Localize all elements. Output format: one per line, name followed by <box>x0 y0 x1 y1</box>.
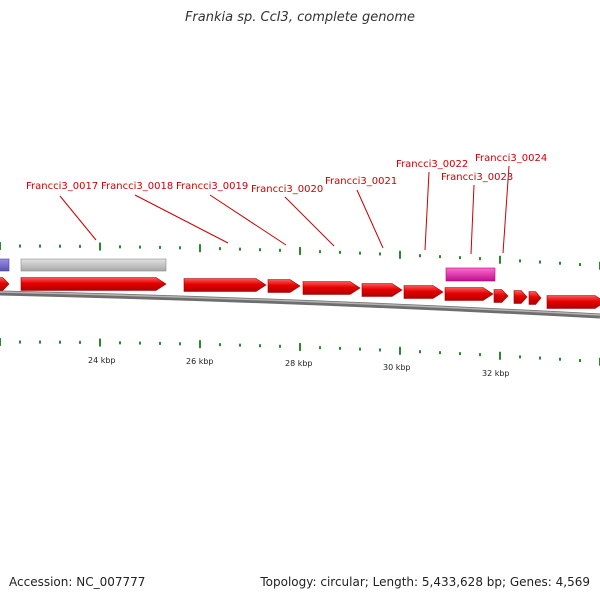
leader-line-0020 <box>284 196 335 247</box>
scale-label-30kbp: 30 kbp <box>383 363 411 372</box>
gene-arrow-7 <box>403 285 444 299</box>
misc-feature-block <box>0 258 10 272</box>
gene-arrow-11 <box>528 291 542 305</box>
gene-label-francci3-0022: Francci3_0022 <box>396 159 468 170</box>
genome-stats-label: Topology: circular; Length: 5,433,628 bp… <box>260 575 590 589</box>
genome-backbone <box>0 290 600 319</box>
scale-label-32kbp: 32 kbp <box>482 369 510 378</box>
leader-line-0021 <box>356 189 384 249</box>
gene-arrow-5 <box>302 281 361 295</box>
leader-line-0019 <box>209 194 287 246</box>
scale-label-24kbp: 24 kbp <box>88 356 116 365</box>
leader-line-0018 <box>134 194 229 244</box>
leader-line-0023 <box>470 184 475 255</box>
gene-arrow-4 <box>267 279 301 293</box>
leader-line-0017 <box>59 195 97 241</box>
gene-arrow-2 <box>20 277 167 291</box>
gene-arrow-8 <box>444 287 494 301</box>
gene-label-francci3-0024: Francci3_0024 <box>475 153 547 164</box>
gene-label-francci3-0023: Francci3_0023 <box>441 172 513 183</box>
gene-arrow-1 <box>0 277 10 291</box>
gene-label-francci3-0019: Francci3_0019 <box>176 181 248 192</box>
genome-backbone-highlight <box>0 291 600 316</box>
scale-label-26kbp: 26 kbp <box>186 357 214 366</box>
scale-label-28kbp: 28 kbp <box>285 359 313 368</box>
gene-arrow-3 <box>183 278 267 292</box>
gene-arrow-12 <box>546 295 600 309</box>
leader-line-0022 <box>424 171 430 251</box>
gene-arrow-6 <box>361 283 403 297</box>
rna-feature-block <box>445 267 496 282</box>
map-title: Frankia sp. CcI3, complete genome <box>184 10 416 25</box>
gene-label-francci3-0018: Francci3_0018 <box>101 181 173 192</box>
accession-label: Accession: NC_007777 <box>9 575 146 589</box>
pseudogene-block <box>20 258 167 272</box>
gene-label-francci3-0021: Francci3_0021 <box>325 176 397 187</box>
gene-label-francci3-0017: Francci3_0017 <box>26 181 98 192</box>
leader-line-0024 <box>502 165 510 254</box>
gene-label-francci3-0020: Francci3_0020 <box>251 184 323 195</box>
gene-arrow-10 <box>513 290 528 304</box>
gene-arrow-9 <box>493 289 509 303</box>
